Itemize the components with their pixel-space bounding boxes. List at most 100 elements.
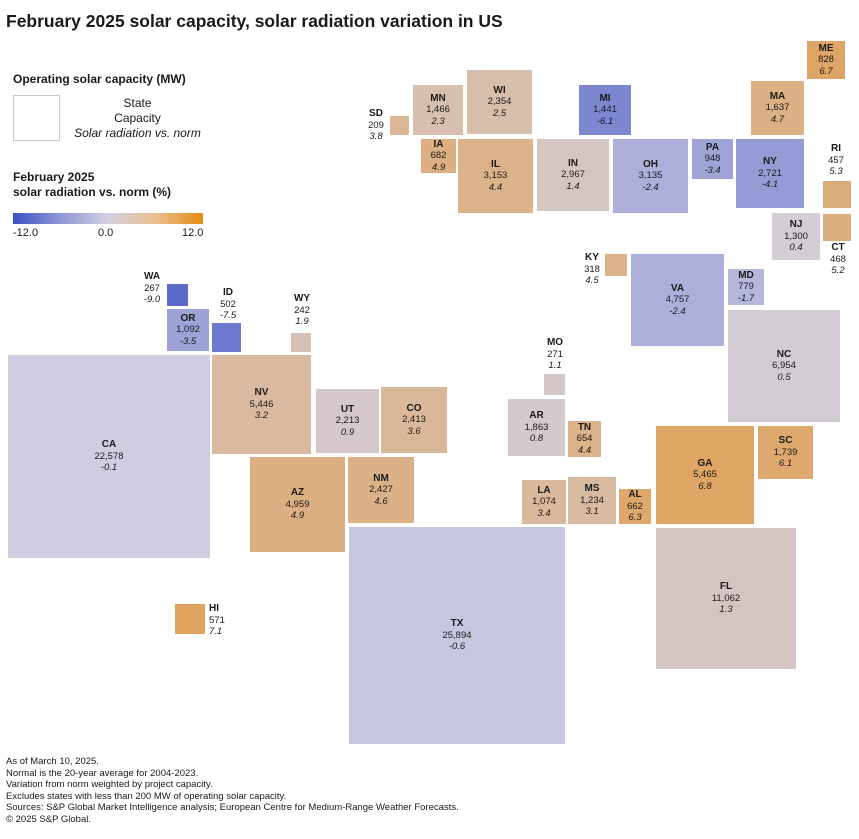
state-fl-label: FL 11,062 1.3 — [655, 581, 797, 616]
state-variation: 6.8 — [698, 480, 712, 492]
scale-tick-max: 12.0 — [182, 227, 204, 239]
state-capacity: 2,354 — [487, 96, 512, 107]
state-capacity: 3,135 — [638, 170, 663, 181]
state-variation: 3.1 — [585, 506, 599, 517]
state-abbr: CT — [831, 242, 845, 253]
state-variation: 5.3 — [829, 166, 843, 177]
state-me-label: ME 828 6.7 — [806, 43, 846, 78]
state-variation: 3.6 — [407, 425, 421, 437]
state-wi-box — [466, 69, 533, 135]
state-variation: 4.9 — [290, 510, 305, 521]
state-variation: 6.3 — [628, 512, 642, 523]
state-capacity: 779 — [738, 281, 754, 292]
state-ct-box — [822, 213, 852, 242]
state-ny-label: NY 2,721 -4.1 — [735, 156, 805, 191]
state-co-box — [380, 386, 448, 454]
state-variation: -2.4 — [642, 181, 659, 193]
legend-state-label: State — [123, 96, 152, 110]
state-ky-box — [604, 253, 628, 277]
state-capacity: 1,441 — [593, 104, 617, 115]
state-md-label: MD 779 -1.7 — [727, 270, 765, 305]
state-in-label: IN 2,967 1.4 — [536, 158, 610, 193]
state-variation: -0.1 — [100, 462, 118, 473]
state-capacity: 2,427 — [369, 484, 393, 495]
state-mi-box — [578, 84, 632, 136]
state-capacity: 948 — [704, 153, 721, 164]
state-capacity: 1,092 — [176, 324, 200, 335]
state-capacity: 1,637 — [765, 102, 790, 113]
state-capacity: 318 — [584, 263, 600, 275]
state-ga-label: GA 5,465 6.8 — [655, 458, 755, 493]
state-or-label: OR 1,092 -3.5 — [166, 313, 210, 348]
state-abbr: NY — [763, 156, 777, 167]
state-nc-label: NC 6,954 0.5 — [727, 349, 841, 384]
state-variation: -6.1 — [596, 115, 614, 127]
state-capacity: 654 — [576, 433, 593, 444]
state-abbr: HI — [209, 603, 219, 614]
state-abbr: WY — [293, 293, 311, 304]
color-scale-bar — [13, 213, 203, 224]
state-wi-label: WI 2,354 2.5 — [466, 85, 533, 120]
state-mn-label: MN 1,466 2.3 — [412, 93, 464, 128]
state-abbr: CA — [101, 439, 117, 450]
state-abbr: MN — [430, 92, 446, 104]
state-abbr: PA — [705, 141, 720, 153]
state-tn-label: TN 654 4.4 — [567, 422, 602, 457]
legend-heading: Operating solar capacity (MW) — [13, 72, 186, 86]
state-variation: 6.7 — [819, 65, 833, 77]
state-capacity: 1,074 — [532, 496, 556, 507]
state-abbr: TN — [577, 421, 592, 433]
state-capacity: 502 — [220, 298, 236, 310]
state-abbr: OR — [180, 312, 196, 324]
state-capacity: 209 — [368, 119, 384, 131]
state-capacity: 5,465 — [693, 469, 717, 480]
state-in-box — [536, 138, 610, 212]
note-line: © 2025 S&P Global. — [6, 813, 91, 825]
state-variation: -9.0 — [143, 294, 161, 305]
state-abbr: IA — [433, 138, 444, 150]
state-al-box — [618, 488, 652, 525]
state-sc-box — [757, 425, 814, 480]
state-capacity: 2,967 — [561, 169, 585, 180]
state-variation: -1.7 — [737, 292, 755, 304]
state-capacity: 457 — [828, 154, 844, 166]
state-hi-label: HI 571 7.1 — [209, 603, 225, 638]
chart-notes: As of March 10, 2025. Normal is the 20-y… — [6, 756, 459, 826]
state-ar-box — [507, 398, 566, 457]
state-id-box — [211, 322, 242, 353]
chart-title: February 2025 solar capacity, solar radi… — [6, 11, 503, 31]
state-ga-box — [655, 425, 755, 525]
state-capacity: 682 — [430, 150, 447, 161]
state-abbr: CO — [406, 402, 422, 414]
state-variation: 1.9 — [295, 316, 309, 327]
state-nj-box — [771, 212, 821, 261]
state-variation: 4.4 — [488, 181, 503, 193]
state-sd-label: SD 209 3.8 — [356, 108, 396, 143]
state-capacity: 11,062 — [711, 592, 741, 604]
state-tx-label: TX 25,894 -0.6 — [348, 618, 566, 653]
state-variation: 0.8 — [529, 433, 544, 444]
state-variation: -4.1 — [761, 179, 779, 190]
legend-capacity-label: Capacity — [114, 111, 161, 125]
state-capacity: 1,739 — [773, 446, 798, 458]
state-la-box — [521, 479, 567, 525]
state-variation: 3.8 — [369, 131, 383, 142]
state-abbr: NJ — [789, 219, 803, 230]
state-la-label: LA 1,074 3.4 — [521, 485, 567, 520]
state-variation: 7.1 — [209, 626, 223, 637]
state-variation: 6.1 — [778, 458, 793, 469]
state-id-label: ID 502 -7.5 — [208, 287, 248, 322]
state-mi-label: MI 1,441 -6.1 — [578, 93, 632, 128]
state-capacity: 571 — [209, 614, 225, 626]
state-md-box — [727, 268, 765, 306]
state-capacity: 662 — [627, 500, 643, 512]
state-ia-box — [420, 138, 457, 174]
state-abbr: SC — [778, 435, 793, 446]
state-abbr: SD — [369, 108, 383, 119]
state-abbr: MA — [769, 90, 786, 102]
state-variation: 3.4 — [537, 507, 551, 519]
state-abbr: LA — [537, 484, 551, 496]
state-nm-box — [347, 456, 415, 524]
state-abbr: IN — [568, 157, 578, 169]
state-abbr: ID — [223, 287, 233, 298]
